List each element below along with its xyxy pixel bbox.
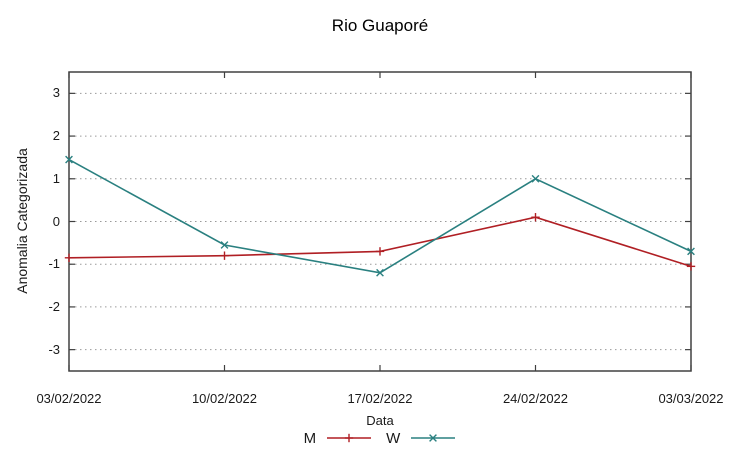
y-tick-label: 1 bbox=[52, 170, 60, 186]
x-axis-label: Data bbox=[366, 413, 394, 428]
legend-item-W: W bbox=[386, 430, 456, 447]
legend-line-sample bbox=[327, 433, 372, 443]
marker-cross bbox=[220, 241, 229, 249]
x-tick-label: 10/02/2022 bbox=[191, 391, 258, 406]
x-tick-label: 17/02/2022 bbox=[347, 391, 413, 406]
marker-cross bbox=[376, 268, 384, 277]
y-tick-label: -1 bbox=[48, 256, 60, 272]
marker-cross bbox=[687, 247, 695, 256]
y-tick-label: -2 bbox=[48, 298, 60, 314]
y-tick-label: 0 bbox=[52, 213, 60, 229]
legend-label: M bbox=[303, 429, 317, 447]
series-M-line bbox=[68, 216, 692, 268]
marker-cross bbox=[531, 174, 540, 183]
y-tick-label: 2 bbox=[52, 128, 60, 144]
chart-title: Rio Guaporé bbox=[331, 16, 429, 35]
y-tick-label: -3 bbox=[48, 341, 60, 357]
legend-line-sample bbox=[411, 434, 456, 442]
marker-cross bbox=[65, 155, 73, 164]
x-tick-label: 03/03/2022 bbox=[658, 391, 724, 406]
x-tick-label: 03/02/2022 bbox=[36, 391, 102, 406]
y-tick-label: 3 bbox=[52, 85, 60, 101]
x-tick-label: 24/02/2022 bbox=[502, 391, 569, 406]
legend-item-M: M bbox=[304, 430, 373, 447]
plot-border bbox=[68, 71, 692, 372]
legend-label: W bbox=[386, 429, 401, 447]
